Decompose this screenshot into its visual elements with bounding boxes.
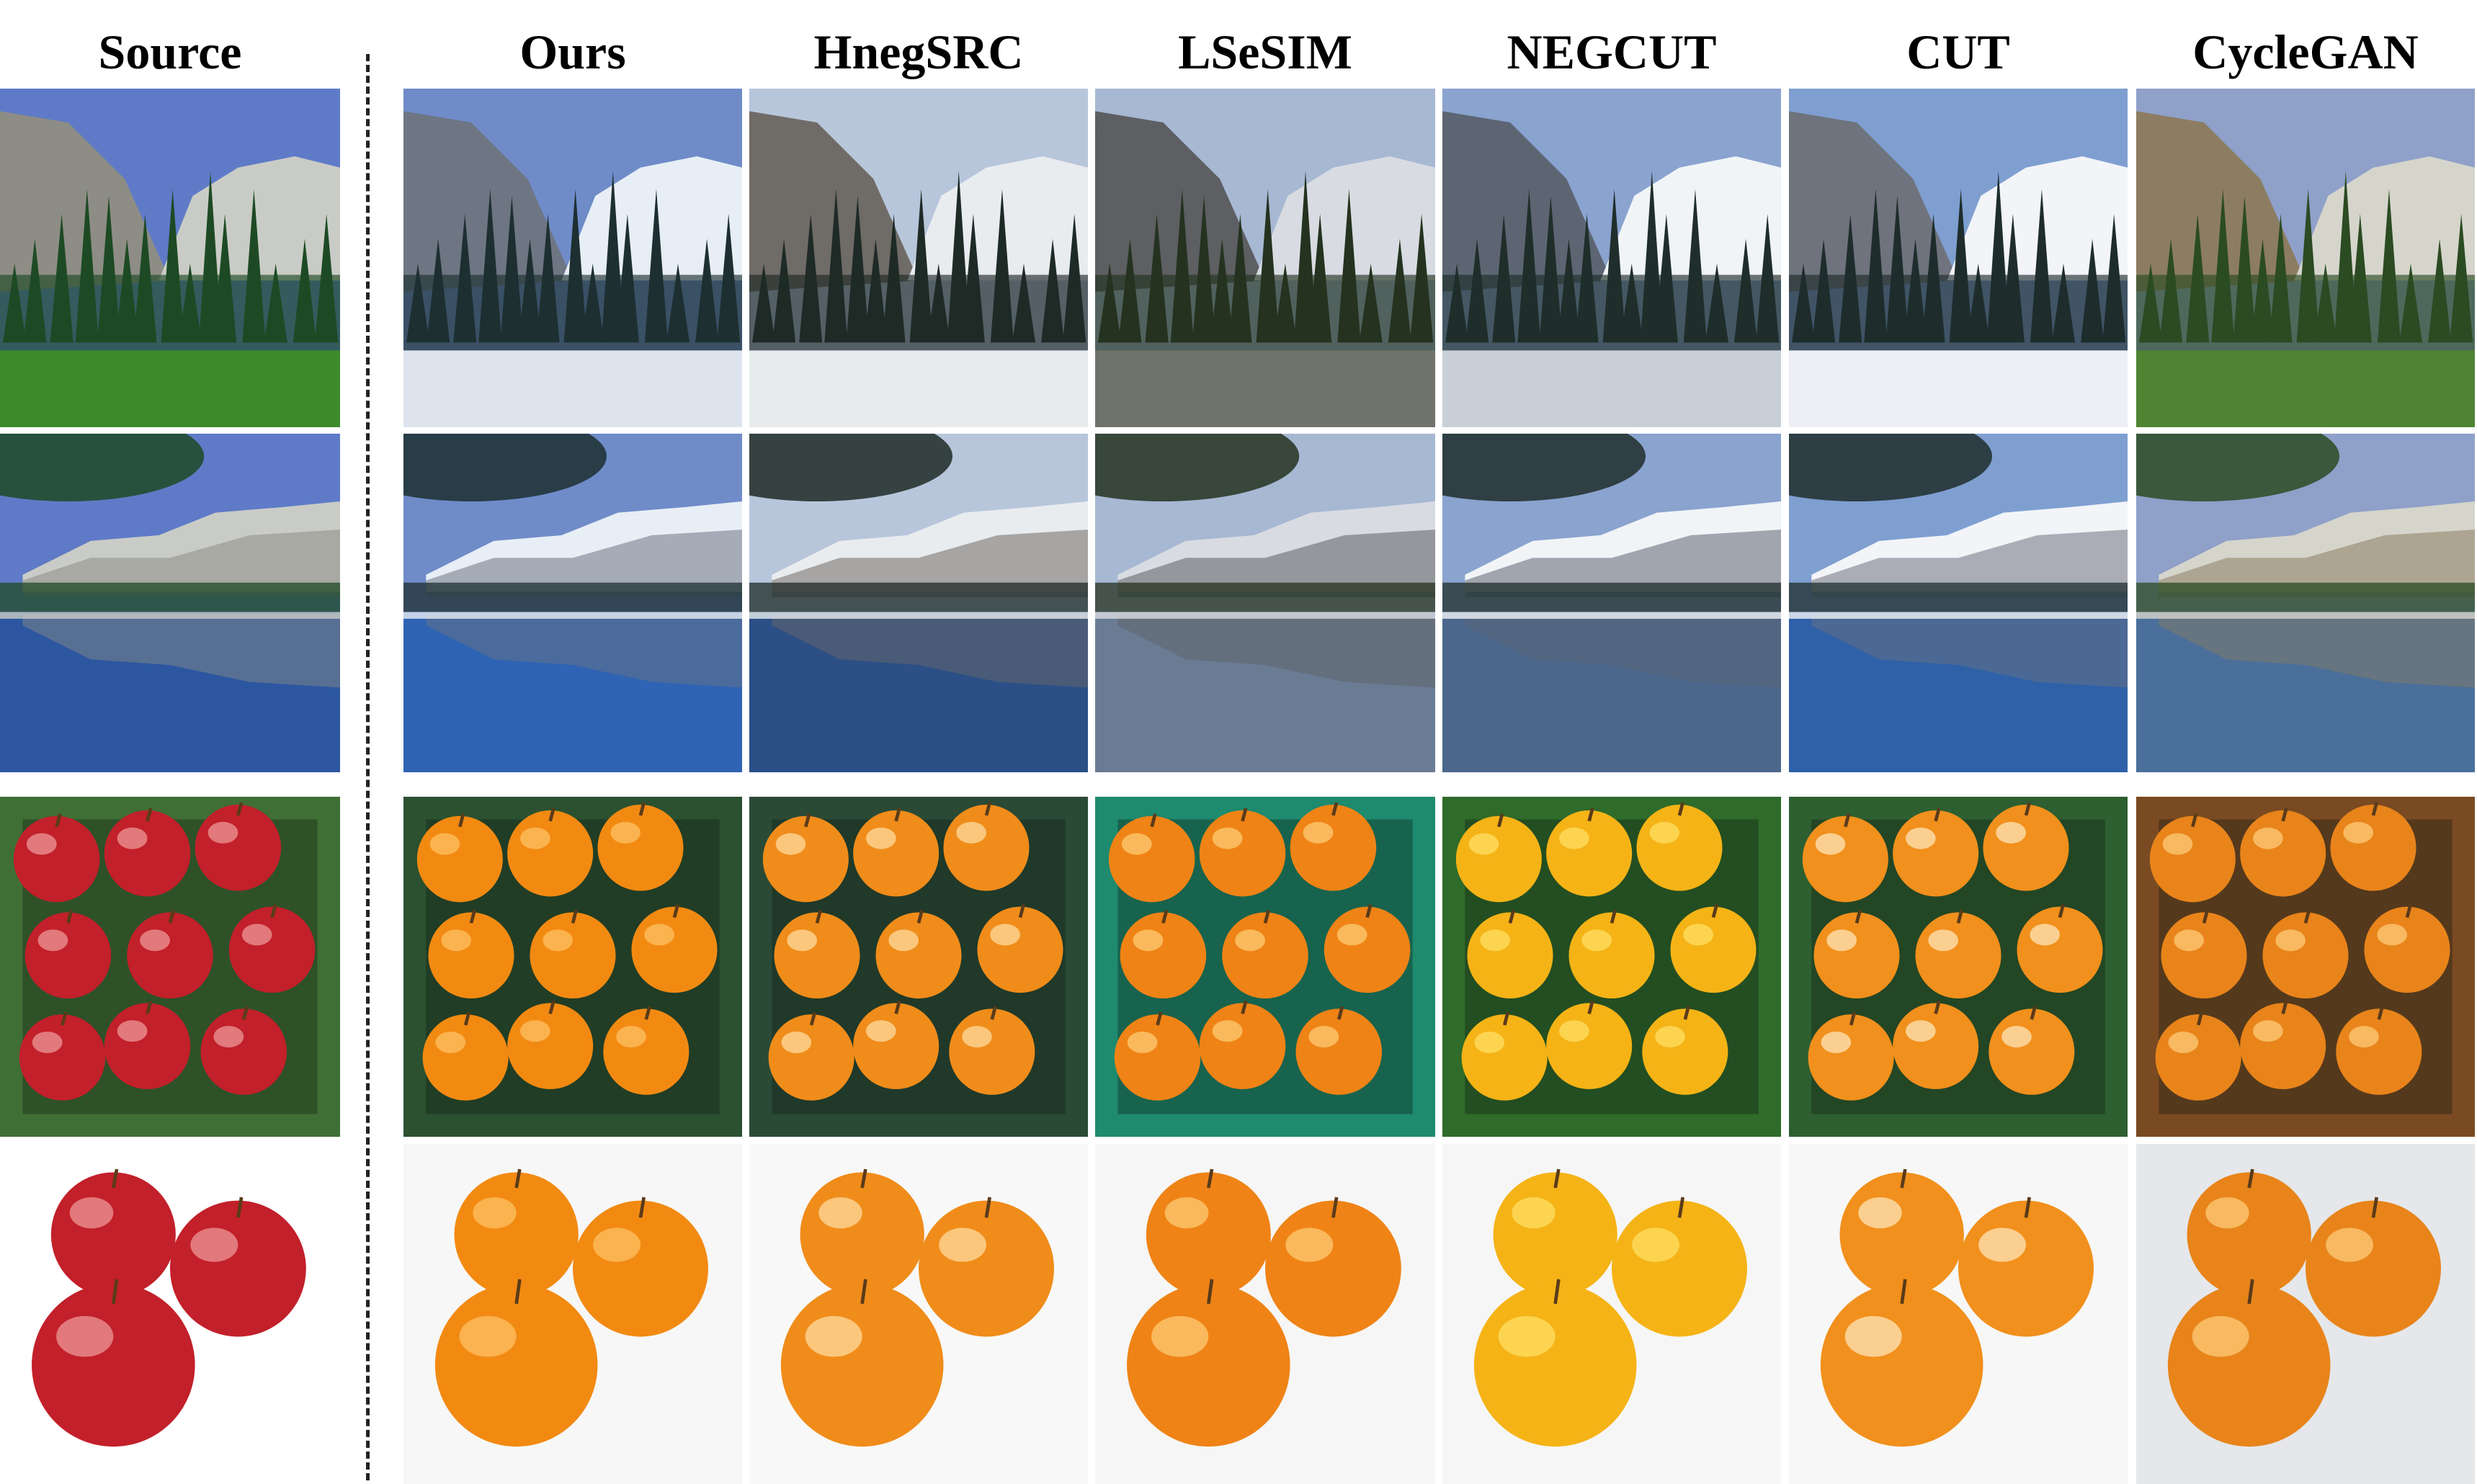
- result-image-negcut-fruit-cluster: [1442, 797, 1781, 1137]
- column-header-lsesim: LSeSIM: [1178, 24, 1352, 79]
- column-header-negcut: NEGCUT: [1507, 24, 1717, 79]
- column-header-cyclegan: CycleGAN: [2192, 24, 2419, 79]
- result-image-cut-fruit-trio: [1789, 1144, 2128, 1484]
- result-image-cyclegan-mountain-forest: [2136, 89, 2475, 427]
- result-image-ours-mountain-forest: [403, 89, 742, 427]
- result-image-hnegsrc-mountain-forest: [749, 89, 1088, 427]
- result-image-lsesim-mountain-forest: [1095, 89, 1435, 427]
- result-image-negcut-mountain-forest: [1442, 89, 1781, 427]
- result-image-ours-fruit-cluster: [403, 797, 742, 1137]
- result-image-lsesim-fruit-trio: [1095, 1144, 1435, 1484]
- result-image-ours-fruit-trio: [403, 1144, 742, 1484]
- result-image-cut-fruit-cluster: [1789, 797, 2128, 1137]
- result-image-lsesim-fruit-cluster: [1095, 797, 1435, 1137]
- result-image-cyclegan-lake-reflection: [2136, 434, 2475, 772]
- result-image-source-fruit-cluster: [0, 797, 340, 1137]
- column-header-cut: CUT: [1906, 24, 2010, 79]
- result-image-cyclegan-fruit-cluster: [2136, 797, 2475, 1137]
- result-image-negcut-fruit-trio: [1442, 1144, 1781, 1484]
- result-image-negcut-lake-reflection: [1442, 434, 1781, 772]
- column-header-source: Source: [98, 24, 242, 79]
- result-image-hnegsrc-fruit-cluster: [749, 797, 1088, 1137]
- result-image-cut-mountain-forest: [1789, 89, 2128, 427]
- result-image-ours-lake-reflection: [403, 434, 742, 772]
- result-image-source-lake-reflection: [0, 434, 340, 772]
- result-image-cut-lake-reflection: [1789, 434, 2128, 772]
- result-image-cyclegan-fruit-trio: [2136, 1144, 2475, 1484]
- column-divider: [366, 54, 370, 1480]
- result-image-hnegsrc-fruit-trio: [749, 1144, 1088, 1484]
- result-image-lsesim-lake-reflection: [1095, 434, 1435, 772]
- result-image-source-mountain-forest: [0, 89, 340, 427]
- column-header-hnegsrc: HnegSRC: [813, 24, 1024, 79]
- column-header-ours: Ours: [519, 24, 626, 79]
- result-image-hnegsrc-lake-reflection: [749, 434, 1088, 772]
- result-image-source-fruit-trio: [0, 1144, 340, 1484]
